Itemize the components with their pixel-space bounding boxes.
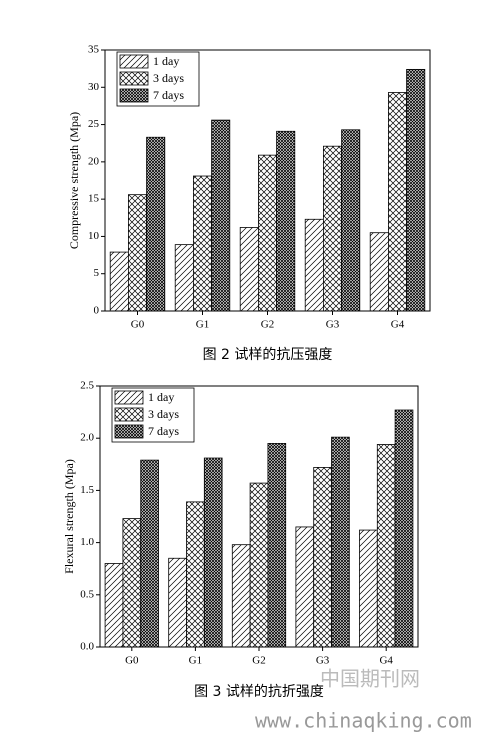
y-tick-label: 1.0 [80, 536, 94, 548]
legend-frame [116, 51, 200, 107]
bar [387, 92, 407, 312]
y-tick-label: 1.5 [80, 484, 94, 496]
y-tick-label: 10 [88, 230, 100, 242]
legend-swatch [119, 71, 149, 86]
legend-label: 3 days [148, 407, 179, 421]
x-tick-label: G1 [189, 655, 202, 667]
bar [257, 154, 277, 312]
x-tick-label: G2 [252, 655, 265, 667]
legend-label: 7 days [153, 88, 184, 102]
legend-swatch [119, 54, 149, 69]
legend-label: 1 day [153, 54, 179, 68]
y-tick-label: 5 [94, 267, 100, 279]
bar [304, 218, 324, 312]
bar [211, 119, 231, 312]
y-tick-label: 25 [88, 118, 100, 130]
bar [249, 482, 269, 648]
bar [231, 544, 251, 648]
bar [127, 194, 147, 312]
bar [322, 145, 342, 312]
bar [203, 457, 223, 648]
legend-label: 1 day [148, 390, 174, 404]
bar [376, 444, 396, 648]
x-tick-label: G2 [261, 319, 274, 331]
bar [174, 244, 194, 312]
y-axis-label: Flexural strength (Mpa) [62, 459, 76, 574]
x-tick-label: G3 [326, 319, 340, 331]
legend-swatch [114, 407, 144, 422]
bar [276, 130, 296, 312]
y-tick-label: 15 [88, 193, 100, 205]
y-tick-label: 0.0 [80, 641, 94, 653]
plot-frame [104, 49, 431, 312]
legend-swatch [119, 88, 149, 103]
x-tick-label: G3 [316, 655, 330, 667]
y-tick-label: 20 [88, 155, 100, 167]
bar [331, 436, 350, 648]
legend-frame [111, 387, 195, 443]
bar [295, 526, 315, 648]
bar [140, 459, 159, 648]
bar [369, 232, 389, 312]
bar [192, 175, 212, 312]
watermark-url: www.chinaqking.com [255, 709, 472, 733]
x-tick-label: G4 [379, 655, 393, 667]
x-tick-label: G0 [131, 319, 145, 331]
caption: 图 3 试样的抗折强度 [194, 684, 324, 700]
bar [168, 557, 187, 648]
y-tick-label: 0 [94, 305, 100, 317]
legend-label: 7 days [148, 424, 179, 438]
legend-label: 3 days [153, 71, 184, 85]
y-tick-label: 35 [88, 44, 100, 56]
bar [394, 409, 414, 648]
legend-swatch [114, 424, 144, 439]
bar [359, 529, 378, 648]
bar [186, 501, 205, 648]
bar [146, 136, 166, 312]
bar [104, 563, 124, 648]
caption: 图 2 试样的抗压强度 [203, 347, 333, 363]
y-tick-label: 2.0 [80, 432, 94, 444]
bar [239, 227, 259, 312]
legend-swatch [114, 390, 144, 405]
x-tick-label: G4 [391, 319, 405, 331]
bar [122, 518, 142, 648]
bar [341, 129, 361, 312]
bar [267, 443, 287, 648]
plot-frame [99, 385, 419, 648]
x-tick-label: G1 [196, 319, 209, 331]
bar [109, 251, 129, 312]
bar [313, 467, 332, 648]
y-tick-label: 30 [88, 81, 100, 93]
watermark: 中国期刊网 [320, 667, 420, 691]
bar [406, 68, 426, 312]
y-tick-label: 0.5 [80, 588, 94, 600]
x-tick-label: G0 [125, 655, 139, 667]
y-tick-label: 2.5 [80, 380, 94, 392]
y-axis-label: Compressive strength (Mpa) [67, 112, 81, 249]
